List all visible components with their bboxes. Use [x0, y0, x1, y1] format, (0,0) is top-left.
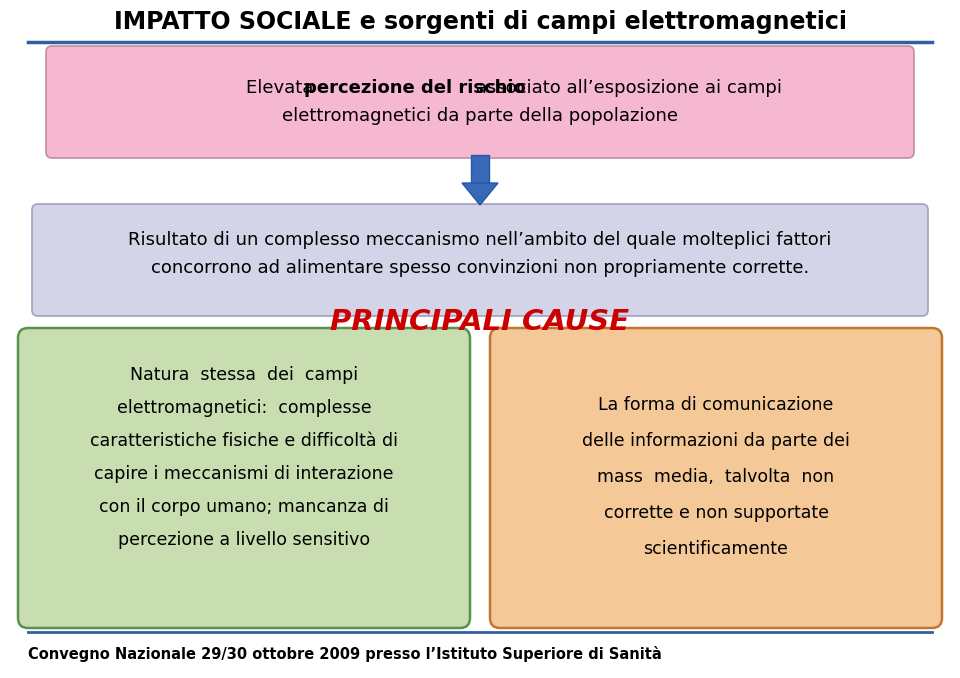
- Text: con il corpo umano; mancanza di: con il corpo umano; mancanza di: [99, 498, 389, 516]
- Polygon shape: [462, 183, 498, 205]
- Text: Risultato di un complesso meccanismo nell’ambito del quale molteplici fattori: Risultato di un complesso meccanismo nel…: [129, 231, 831, 249]
- Text: delle informazioni da parte dei: delle informazioni da parte dei: [582, 432, 850, 450]
- Text: concorrono ad alimentare spesso convinzioni non propriamente corrette.: concorrono ad alimentare spesso convinzi…: [151, 259, 809, 277]
- Text: Elevata: Elevata: [246, 79, 319, 97]
- FancyBboxPatch shape: [18, 328, 470, 628]
- Text: corrette e non supportate: corrette e non supportate: [604, 504, 828, 522]
- Text: capire i meccanismi di interazione: capire i meccanismi di interazione: [94, 465, 394, 483]
- Bar: [471, 155, 489, 183]
- Text: elettromagnetici:  complesse: elettromagnetici: complesse: [117, 399, 372, 417]
- Text: percezione del rischio: percezione del rischio: [303, 79, 525, 97]
- FancyBboxPatch shape: [46, 46, 914, 158]
- FancyBboxPatch shape: [490, 328, 942, 628]
- Text: La forma di comunicazione: La forma di comunicazione: [598, 396, 833, 414]
- Text: caratteristiche fisiche e difficoltà di: caratteristiche fisiche e difficoltà di: [90, 432, 398, 450]
- Text: Natura  stessa  dei  campi: Natura stessa dei campi: [130, 366, 358, 384]
- Text: scientificamente: scientificamente: [643, 540, 788, 558]
- Text: associato all’esposizione ai campi: associato all’esposizione ai campi: [470, 79, 782, 97]
- Text: percezione a livello sensitivo: percezione a livello sensitivo: [118, 531, 370, 549]
- Text: PRINCIPALI CAUSE: PRINCIPALI CAUSE: [330, 308, 630, 336]
- Text: mass  media,  talvolta  non: mass media, talvolta non: [597, 468, 834, 486]
- Text: IMPATTO SOCIALE e sorgenti di campi elettromagnetici: IMPATTO SOCIALE e sorgenti di campi elet…: [113, 10, 847, 34]
- FancyBboxPatch shape: [32, 204, 928, 316]
- Text: elettromagnetici da parte della popolazione: elettromagnetici da parte della popolazi…: [282, 107, 678, 125]
- Text: Convegno Nazionale 29/30 ottobre 2009 presso l’Istituto Superiore di Sanità: Convegno Nazionale 29/30 ottobre 2009 pr…: [28, 646, 661, 662]
